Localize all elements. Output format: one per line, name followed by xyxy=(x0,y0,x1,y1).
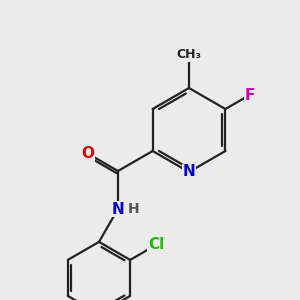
Text: F: F xyxy=(244,88,255,103)
Text: H: H xyxy=(128,202,140,216)
Text: N: N xyxy=(183,164,195,179)
Text: N: N xyxy=(112,202,124,217)
Text: CH₃: CH₃ xyxy=(176,49,202,62)
Text: O: O xyxy=(81,146,94,161)
Text: Cl: Cl xyxy=(148,237,164,252)
